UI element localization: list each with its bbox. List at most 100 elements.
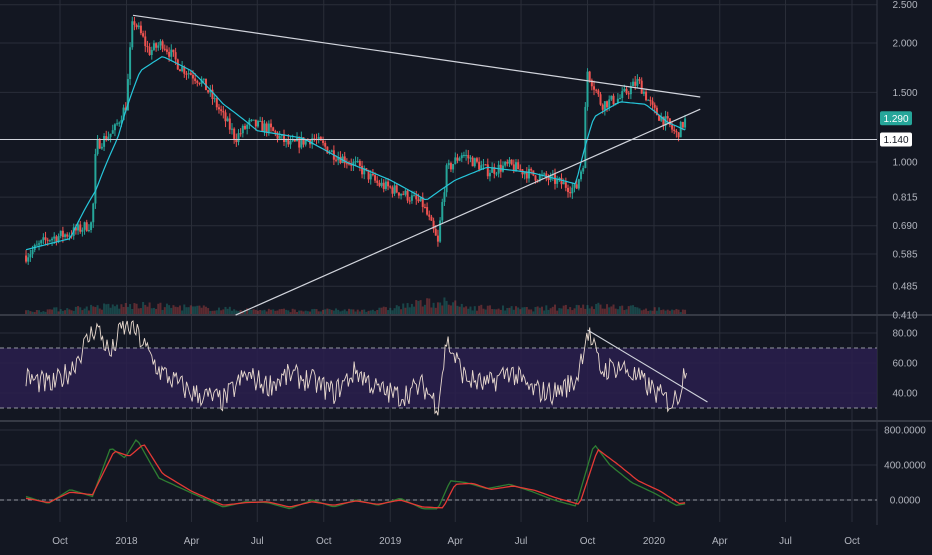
candle-body bbox=[465, 154, 468, 156]
candle-body bbox=[66, 234, 69, 237]
candle-body bbox=[580, 171, 583, 180]
volume-bar bbox=[111, 304, 114, 314]
volume-bar bbox=[224, 306, 227, 314]
candle-body bbox=[623, 88, 626, 92]
candle-body bbox=[133, 21, 136, 25]
volume-bar bbox=[601, 308, 604, 314]
volume-bar bbox=[107, 303, 110, 314]
volume-bar bbox=[246, 308, 249, 314]
volume-bar bbox=[343, 309, 346, 314]
volume-bar bbox=[560, 308, 563, 314]
candle-body bbox=[413, 195, 416, 197]
candle-body bbox=[606, 101, 609, 108]
volume-bar bbox=[79, 307, 82, 314]
candle-body bbox=[198, 82, 201, 84]
candle-body bbox=[517, 162, 520, 170]
time-tick-label: Apr bbox=[712, 536, 728, 547]
candle-body bbox=[556, 179, 559, 184]
volume-bar bbox=[458, 306, 461, 314]
price-badge bbox=[880, 111, 912, 126]
volume-bar bbox=[250, 309, 253, 314]
candle-body bbox=[29, 254, 32, 258]
candle-body bbox=[105, 136, 108, 141]
volume-bar bbox=[525, 306, 528, 314]
volume-bar bbox=[519, 309, 522, 314]
candle-body bbox=[215, 98, 218, 108]
candle-body bbox=[545, 173, 548, 178]
volume-bar bbox=[423, 304, 426, 314]
candle-body bbox=[577, 179, 580, 189]
volume-bar bbox=[610, 306, 613, 314]
candle-body bbox=[610, 95, 613, 100]
candle-body bbox=[504, 161, 507, 166]
volume-bar bbox=[374, 311, 377, 314]
candle-body bbox=[380, 182, 383, 186]
candle-body bbox=[458, 158, 461, 161]
volume-bar bbox=[558, 308, 561, 314]
volume-bar bbox=[397, 306, 400, 314]
candle-body bbox=[543, 173, 546, 175]
volume-bar bbox=[632, 305, 635, 314]
candle-body bbox=[499, 164, 502, 172]
candle-body bbox=[283, 134, 286, 142]
candle-body bbox=[629, 86, 632, 95]
volume-bar bbox=[677, 309, 680, 314]
volume-bar bbox=[48, 309, 51, 314]
candle-body bbox=[116, 123, 119, 125]
volume-bar bbox=[614, 308, 617, 314]
volume-bar bbox=[514, 306, 517, 314]
volume-bar bbox=[181, 310, 184, 314]
volume-bar bbox=[237, 311, 240, 314]
candle-body bbox=[135, 24, 138, 28]
candle-body bbox=[491, 167, 494, 173]
volume-bar bbox=[410, 303, 413, 314]
volume-bar bbox=[29, 311, 32, 314]
volume-bar bbox=[64, 310, 67, 314]
candle-body bbox=[79, 224, 82, 232]
candle-body bbox=[428, 214, 431, 217]
volume-bar bbox=[135, 303, 138, 314]
volume-bar bbox=[456, 305, 459, 314]
volume-bars bbox=[25, 297, 687, 314]
volume-bar bbox=[235, 310, 238, 314]
candle-body bbox=[165, 49, 168, 52]
candle-body bbox=[599, 94, 602, 105]
candle-body bbox=[274, 131, 277, 133]
candle-body bbox=[159, 41, 162, 46]
volume-bar bbox=[540, 306, 543, 314]
candle-body bbox=[595, 89, 598, 91]
candle-body bbox=[484, 164, 487, 166]
volume-bar bbox=[72, 310, 75, 314]
volume-bar bbox=[671, 309, 674, 314]
candle-body bbox=[109, 133, 112, 137]
volume-bar bbox=[603, 308, 606, 314]
candle-body bbox=[671, 125, 674, 130]
volume-bar bbox=[241, 311, 244, 314]
volume-bar bbox=[547, 309, 550, 314]
candle-body bbox=[384, 181, 387, 189]
candle-body bbox=[374, 175, 377, 181]
volume-bar bbox=[187, 307, 190, 314]
volume-bar bbox=[42, 311, 45, 314]
volume-bar bbox=[90, 304, 93, 314]
volume-bar bbox=[660, 310, 663, 314]
volume-bar bbox=[640, 310, 643, 314]
volume-bar bbox=[196, 305, 199, 314]
candle-body bbox=[302, 137, 305, 145]
candle-body bbox=[137, 25, 140, 28]
volume-bar bbox=[406, 303, 409, 314]
volume-bar bbox=[616, 309, 619, 314]
time-tick-label: Jul bbox=[779, 536, 792, 547]
volume-bar bbox=[215, 310, 218, 314]
volume-bar bbox=[157, 303, 160, 314]
volume-bar bbox=[395, 305, 398, 314]
candle-body bbox=[441, 202, 444, 221]
volume-bar bbox=[586, 305, 589, 314]
volume-bar bbox=[653, 307, 656, 314]
volume-bar bbox=[68, 309, 71, 314]
volume-bar bbox=[577, 305, 580, 314]
candle-body bbox=[38, 243, 41, 245]
candle-body bbox=[454, 157, 457, 165]
rsi-trendline bbox=[587, 329, 708, 403]
volume-bar bbox=[573, 308, 576, 314]
